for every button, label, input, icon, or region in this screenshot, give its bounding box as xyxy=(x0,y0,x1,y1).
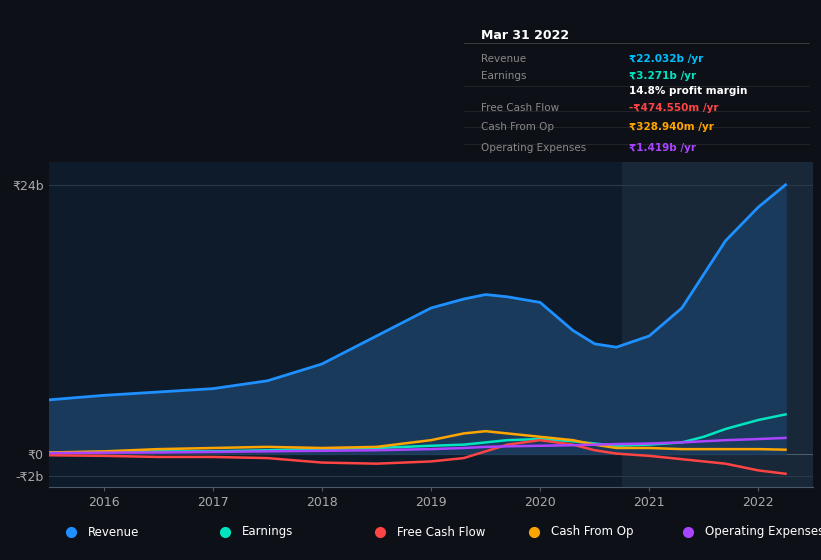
Text: Cash From Op: Cash From Op xyxy=(481,122,554,132)
Text: Revenue: Revenue xyxy=(88,525,140,539)
Text: Earnings: Earnings xyxy=(481,71,526,81)
Text: 14.8% profit margin: 14.8% profit margin xyxy=(630,86,748,96)
Text: Revenue: Revenue xyxy=(481,54,526,64)
Text: ₹3.271b /yr: ₹3.271b /yr xyxy=(630,71,696,81)
Text: Free Cash Flow: Free Cash Flow xyxy=(397,525,485,539)
Bar xyxy=(622,162,813,487)
Text: ₹328.940m /yr: ₹328.940m /yr xyxy=(630,122,714,132)
Text: Mar 31 2022: Mar 31 2022 xyxy=(481,29,569,42)
Text: Free Cash Flow: Free Cash Flow xyxy=(481,102,559,113)
Text: -₹474.550m /yr: -₹474.550m /yr xyxy=(630,102,719,113)
Text: ₹1.419b /yr: ₹1.419b /yr xyxy=(630,143,696,153)
Text: Operating Expenses: Operating Expenses xyxy=(705,525,821,539)
Text: ₹22.032b /yr: ₹22.032b /yr xyxy=(630,54,704,64)
Text: Earnings: Earnings xyxy=(242,525,294,539)
Text: Cash From Op: Cash From Op xyxy=(551,525,634,539)
Text: Operating Expenses: Operating Expenses xyxy=(481,143,586,153)
